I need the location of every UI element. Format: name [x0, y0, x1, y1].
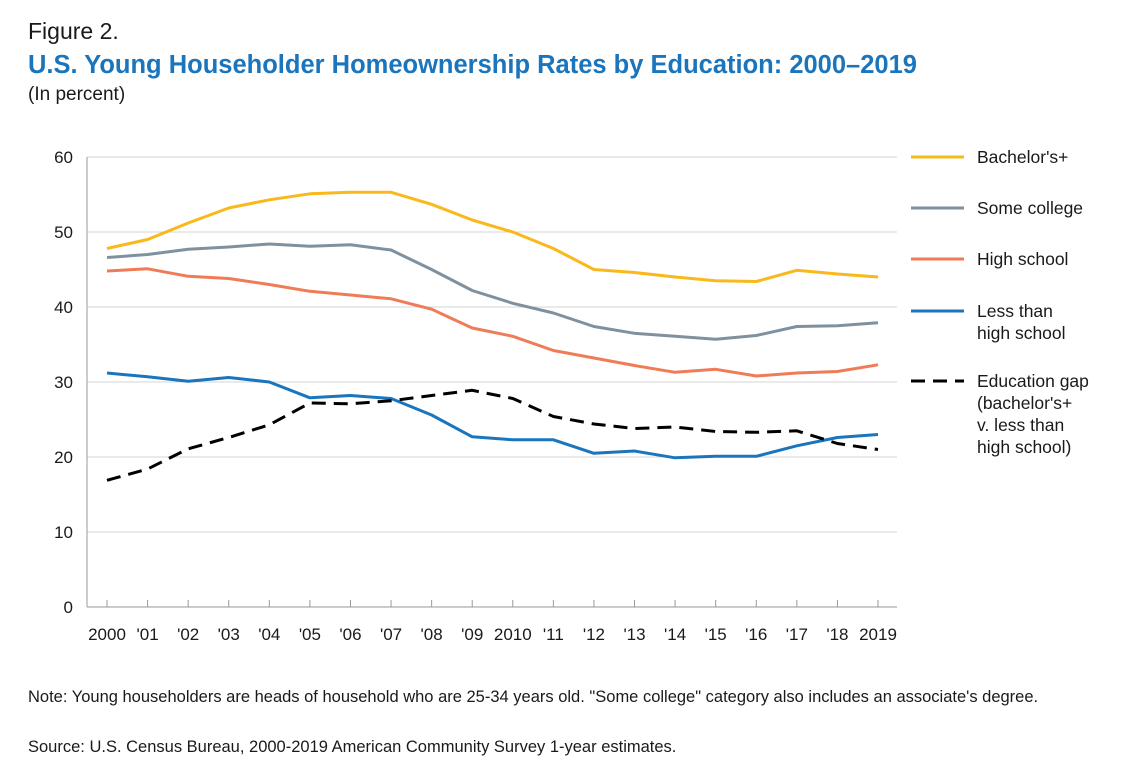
series-line-some-college	[106, 242, 879, 341]
legend-label: Some college	[977, 198, 1083, 218]
x-tick-label: '15	[705, 625, 727, 644]
x-tick-label: '09	[461, 625, 483, 644]
legend-label: Education gap	[977, 371, 1089, 391]
legend-label: Less than	[977, 301, 1053, 321]
chart-title: U.S. Young Householder Homeownership Rat…	[28, 51, 917, 79]
series-line-gap	[106, 388, 879, 482]
x-tick-label: '01	[137, 625, 159, 644]
x-tick-label: '05	[299, 625, 321, 644]
x-tick-label: '03	[218, 625, 240, 644]
x-tick-label: '18	[826, 625, 848, 644]
legend-label: v. less than	[977, 415, 1064, 435]
footnote: Note: Young householders are heads of ho…	[28, 688, 1039, 706]
x-tick-label: '14	[664, 625, 686, 644]
y-tick-label: 20	[54, 448, 73, 467]
line-chart: 0 10 20 30 40 50 60 2000 '01 '02 '03 '04 '05 '06 '07 '0…	[54, 147, 1089, 644]
x-tick-label: '13	[623, 625, 645, 644]
y-tick-label: 0	[64, 598, 73, 617]
x-tick-label: '11	[543, 625, 564, 644]
x-tick-label: '07	[380, 625, 402, 644]
legend-label: high school	[977, 323, 1066, 343]
series-line-bachelors	[106, 190, 879, 283]
x-tick-label: 2000	[88, 625, 126, 644]
legend-label: high school)	[977, 437, 1071, 457]
figure-label: Figure 2.	[28, 18, 119, 44]
x-tick-label: 2019	[859, 625, 897, 644]
legend-label: (bachelor's+	[977, 393, 1072, 413]
source-note: Source: U.S. Census Bureau, 2000-2019 Am…	[28, 738, 677, 756]
series-line-high-school	[106, 267, 879, 378]
x-tick-label: 2010	[494, 625, 532, 644]
x-tick-label: '17	[786, 625, 808, 644]
x-tick-label: '06	[339, 625, 361, 644]
series-line-less-than-hs	[106, 371, 879, 460]
x-tick-label: '04	[258, 625, 280, 644]
y-tick-label: 10	[54, 523, 73, 542]
y-tick-label: 30	[54, 373, 73, 392]
y-tick-label: 60	[54, 148, 73, 167]
x-tick-label: '02	[177, 625, 199, 644]
x-tick-label: '08	[421, 625, 443, 644]
chart-subtitle: (In percent)	[28, 84, 126, 105]
legend-label: Bachelor's+	[977, 147, 1068, 167]
y-tick-label: 40	[54, 298, 73, 317]
x-tick-label: '16	[745, 625, 767, 644]
y-tick-label: 50	[54, 223, 73, 242]
x-tick-label: '12	[583, 625, 605, 644]
legend-label: High school	[977, 249, 1068, 269]
